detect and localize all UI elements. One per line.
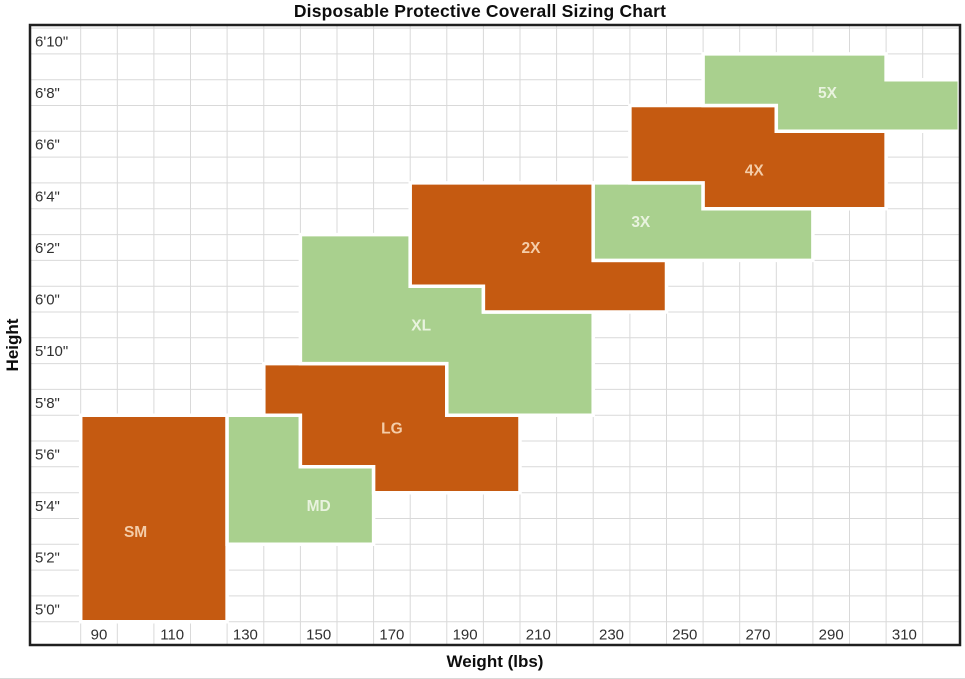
y-tick-label: 6'6" <box>35 137 60 154</box>
x-tick-label: 210 <box>526 627 551 644</box>
y-tick-label: 5'0" <box>35 601 60 618</box>
x-tick-label: 170 <box>379 627 404 644</box>
chart-title: Disposable Protective Coverall Sizing Ch… <box>293 1 667 21</box>
size-region-labels: SM MD LG XL 2X 3X 4X 5X <box>124 85 838 541</box>
y-tick-label: 5'2" <box>35 550 60 567</box>
x-tick-label: 90 <box>91 627 108 644</box>
x-tick-label: 190 <box>453 627 478 644</box>
x-tick-label: 150 <box>306 627 331 644</box>
size-region-label-md: MD <box>307 498 331 515</box>
x-tick-label: 130 <box>233 627 258 644</box>
x-tick-label: 270 <box>745 627 770 644</box>
y-tick-label: 6'10" <box>35 34 68 51</box>
y-tick-label: 6'2" <box>35 240 60 257</box>
y-tick-label: 5'8" <box>35 395 60 412</box>
x-tick-label: 310 <box>892 627 917 644</box>
x-tick-label: 250 <box>672 627 697 644</box>
y-tick-label: 6'0" <box>35 292 60 309</box>
y-tick-label: 5'4" <box>35 498 60 515</box>
size-region-label-5x: 5X <box>818 85 838 102</box>
size-region-2x <box>408 181 669 314</box>
size-region-label-xl: XL <box>411 317 431 334</box>
chart-border <box>28 23 962 647</box>
size-region-label-4x: 4X <box>745 163 765 180</box>
x-tick-label: 110 <box>160 627 184 644</box>
size-region-label-sm: SM <box>124 524 147 541</box>
size-region-sm <box>78 413 229 624</box>
axis-tick-labels: 90 110 130 150 170 190 210 230 250 270 290 310 5'0" 5… <box>35 34 917 644</box>
size-region-label-2x: 2X <box>522 240 542 257</box>
x-tick-label: 230 <box>599 627 624 644</box>
y-tick-label: 5'6" <box>35 446 60 463</box>
y-tick-label: 6'8" <box>35 85 60 102</box>
y-tick-label: 5'10" <box>35 343 68 360</box>
x-axis-title: Weight (lbs) <box>446 652 544 671</box>
y-tick-label: 6'4" <box>35 188 60 205</box>
size-region-label-lg: LG <box>381 421 403 438</box>
size-regions <box>78 52 962 624</box>
x-tick-label: 290 <box>819 627 844 644</box>
size-region-label-3x: 3X <box>631 214 651 231</box>
